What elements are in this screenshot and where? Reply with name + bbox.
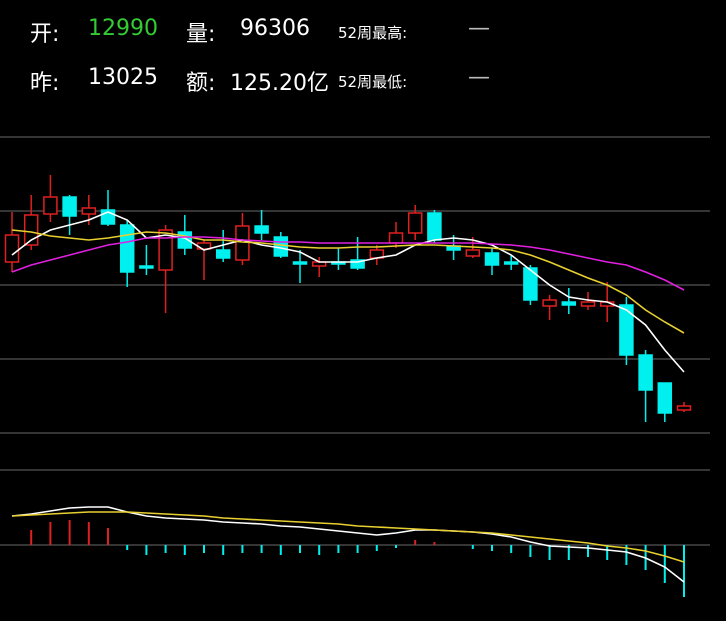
ma-line: [11, 229, 685, 334]
candle-body: [119, 224, 135, 273]
candle-body: [465, 249, 481, 257]
candle-body: [657, 382, 673, 414]
candle-body: [523, 267, 538, 301]
ma-line: [11, 236, 685, 291]
candle-body: [638, 354, 653, 391]
ma-line: [11, 511, 685, 563]
candle-body: [81, 207, 97, 215]
amount-label: 额:: [186, 71, 216, 96]
candle-body: [619, 304, 634, 356]
low52-label: 52周最低:: [338, 73, 408, 91]
candle-body: [292, 261, 308, 265]
candle-body: [561, 301, 577, 306]
candle-body: [580, 301, 596, 307]
candle-body: [503, 261, 519, 265]
candle-body: [388, 232, 404, 244]
open-label: 开:: [30, 22, 60, 47]
candle-body: [254, 225, 269, 234]
ma-line: [11, 211, 685, 373]
open-value: 12990: [88, 16, 158, 41]
volume-label: 量:: [186, 22, 216, 47]
candle-body: [62, 196, 77, 217]
candle-body: [407, 212, 423, 234]
prev-label: 昨:: [30, 71, 60, 96]
volume-value: 96306: [240, 16, 310, 41]
candle-body: [139, 265, 154, 269]
high52-value: —: [468, 16, 490, 41]
candle-body: [676, 405, 692, 411]
candle-body: [484, 252, 500, 266]
ma-line: [11, 506, 685, 583]
amount-value: 125.20亿: [230, 71, 329, 96]
candle-body: [158, 229, 173, 271]
high52-label: 52周最高:: [338, 24, 408, 42]
candle-body: [4, 234, 20, 263]
candle-body: [215, 249, 231, 259]
prev-value: 13025: [88, 65, 158, 90]
candle-body: [427, 212, 442, 241]
candle-body: [542, 299, 557, 307]
low52-value: —: [468, 65, 490, 90]
candle-body: [43, 196, 58, 215]
candle-body: [350, 259, 365, 269]
